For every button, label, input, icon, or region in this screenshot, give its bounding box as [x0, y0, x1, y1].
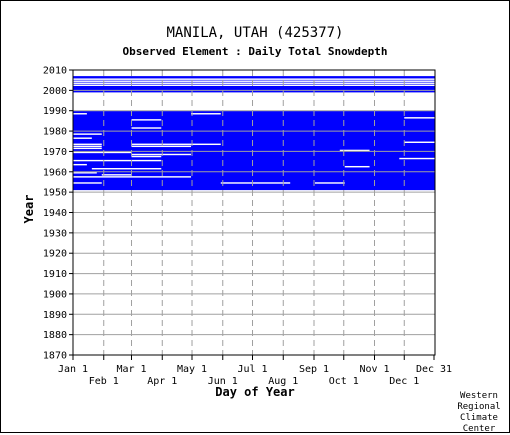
chart-title: MANILA, UTAH (425377) — [166, 25, 344, 41]
x-tick-label: Sep 1 — [299, 364, 329, 375]
x-tick-label: Jun 1 — [208, 376, 238, 387]
x-tick-label: Mar 1 — [116, 364, 146, 375]
missing-data-gap — [131, 127, 162, 129]
y-axis-title: Year — [22, 195, 36, 224]
missing-data-gap — [73, 84, 435, 86]
missing-data-gap — [131, 155, 162, 158]
missing-data-gap — [73, 137, 92, 139]
missing-data-gap — [73, 82, 435, 84]
missing-data-gap — [131, 153, 192, 156]
credit-line: Climate — [460, 413, 498, 423]
missing-data-gap — [73, 113, 87, 115]
missing-data-gap — [73, 145, 102, 148]
missing-data-gap — [73, 182, 102, 184]
missing-data-gap — [73, 143, 102, 146]
missing-data-gap — [73, 176, 192, 178]
y-tick-label: 1890 — [43, 310, 67, 321]
missing-data-gap — [399, 157, 435, 160]
y-tick-label: 1970 — [43, 147, 67, 158]
missing-data-gap — [73, 78, 435, 80]
x-tick-label: Aug 1 — [268, 376, 298, 387]
y-tick-label: 1920 — [43, 249, 67, 260]
missing-data-gap — [339, 149, 370, 152]
y-tick-label: 2000 — [43, 86, 67, 97]
y-tick-label: 1900 — [43, 289, 67, 300]
x-tick-label: Nov 1 — [359, 364, 389, 375]
missing-data-gap — [73, 159, 162, 162]
missing-data-gap — [131, 145, 192, 148]
missing-data-gap — [404, 141, 435, 143]
observed-band-1 — [73, 76, 435, 93]
missing-data-gap — [344, 165, 370, 168]
missing-data-gap — [220, 182, 291, 184]
y-tick-label: 1950 — [43, 188, 67, 199]
credit-line: Regional — [457, 402, 501, 412]
y-tick-label: 1870 — [43, 351, 67, 362]
missing-data-gap — [101, 174, 132, 176]
x-tick-label: Dec 31 — [416, 364, 452, 375]
chart-subtitle: Observed Element : Daily Total Snowdepth — [122, 45, 388, 58]
x-tick-label: Jul 1 — [237, 364, 267, 375]
missing-data-gap — [314, 182, 345, 184]
y-tick-label: 1960 — [43, 167, 67, 178]
y-tick-label: 1990 — [43, 106, 67, 117]
missing-data-gap — [73, 80, 435, 82]
x-axis-title: Day of Year — [215, 385, 294, 399]
missing-data-gap — [73, 147, 102, 150]
x-tick-label: Dec 1 — [389, 376, 419, 387]
missing-data-gap — [73, 163, 87, 166]
missing-data-gap — [73, 172, 97, 174]
missing-data-gap — [91, 168, 162, 170]
missing-data-gap — [73, 151, 132, 154]
missing-data-gap — [131, 119, 162, 121]
credit-line: Western — [460, 391, 498, 401]
y-tick-label: 2010 — [43, 66, 67, 77]
x-tick-label: Oct 1 — [329, 376, 359, 387]
y-tick-label: 1880 — [43, 330, 67, 341]
missing-data-gap — [131, 143, 192, 146]
y-tick-label: 1980 — [43, 127, 67, 138]
observed-band-0 — [73, 110, 435, 191]
y-tick-label: 1910 — [43, 269, 67, 280]
missing-data-gap — [73, 133, 102, 135]
credit-line: Center — [462, 424, 496, 434]
axis-layer: 1870 1880 1890 1900 1910 1920 1930 1940 1950 1960… — [43, 66, 452, 388]
missing-data-gap — [191, 143, 221, 146]
y-tick-label: 1940 — [43, 208, 67, 219]
wrcc-credit: Western Regional Climate Center — [453, 391, 505, 435]
x-tick-label: Apr 1 — [147, 376, 177, 387]
y-tick-label: 1930 — [43, 228, 67, 239]
x-tick-label: Jan 1 — [58, 364, 88, 375]
missing-data-gap — [191, 113, 221, 115]
x-tick-label: Feb 1 — [89, 376, 119, 387]
x-tick-label: May 1 — [177, 364, 207, 375]
missing-data-gap — [404, 117, 435, 119]
